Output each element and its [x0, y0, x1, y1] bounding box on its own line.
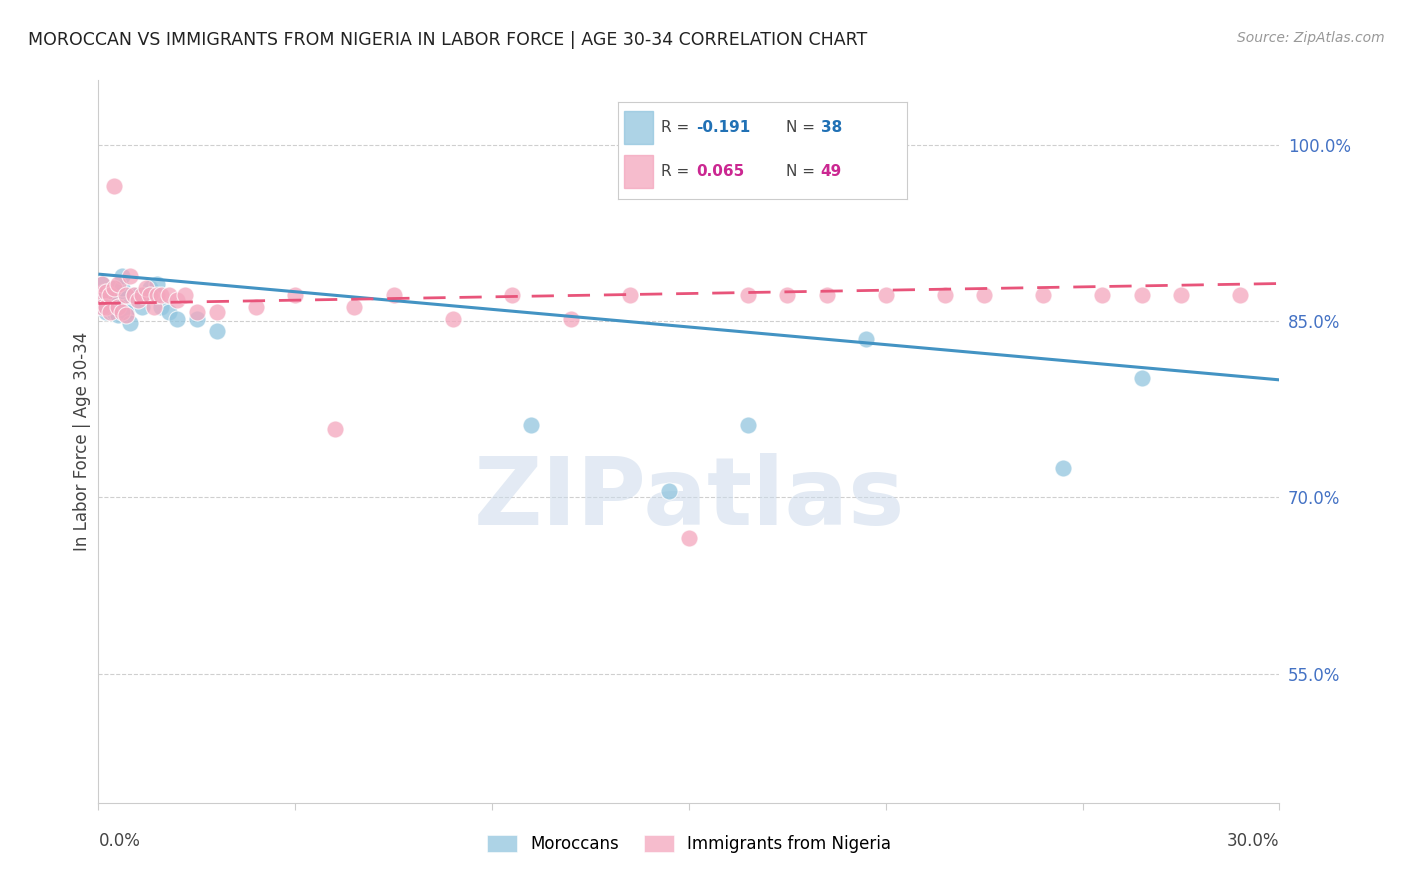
Point	[146, 277, 169, 291]
Point	[1052, 461, 1074, 475]
Point	[560, 311, 582, 326]
Point	[135, 281, 157, 295]
Point	[115, 300, 138, 314]
Point	[107, 277, 129, 291]
Point	[934, 288, 956, 302]
Point	[107, 300, 129, 314]
Point	[122, 288, 145, 302]
Point	[205, 304, 228, 318]
Point	[89, 288, 111, 302]
Point	[96, 300, 118, 314]
Point	[131, 300, 153, 314]
Point	[118, 269, 141, 284]
Point	[111, 304, 134, 318]
Point	[1091, 288, 1114, 302]
Text: Source: ZipAtlas.com: Source: ZipAtlas.com	[1237, 31, 1385, 45]
Point	[111, 281, 134, 295]
Point	[737, 417, 759, 432]
Point	[737, 288, 759, 302]
Point	[103, 281, 125, 295]
Point	[96, 300, 118, 314]
Point	[815, 288, 838, 302]
Point	[98, 304, 121, 318]
Point	[91, 277, 114, 291]
Point	[1130, 370, 1153, 384]
Point	[96, 285, 118, 299]
Point	[96, 288, 118, 302]
Point	[122, 288, 145, 302]
Point	[186, 304, 208, 318]
Point	[441, 311, 464, 326]
Point	[284, 288, 307, 302]
Legend: Moroccans, Immigrants from Nigeria: Moroccans, Immigrants from Nigeria	[479, 828, 898, 860]
Point	[107, 288, 129, 302]
Point	[150, 300, 173, 314]
Point	[118, 317, 141, 331]
Point	[115, 308, 138, 322]
Point	[875, 288, 897, 302]
Point	[138, 281, 160, 295]
Point	[205, 324, 228, 338]
Point	[98, 300, 121, 314]
Point	[157, 304, 180, 318]
Point	[127, 293, 149, 307]
Point	[96, 304, 118, 318]
Point	[138, 288, 160, 302]
Point	[1229, 288, 1251, 302]
Point	[103, 281, 125, 295]
Point	[103, 304, 125, 318]
Point	[1032, 288, 1054, 302]
Point	[146, 288, 169, 302]
Point	[98, 293, 121, 307]
Point	[1170, 288, 1192, 302]
Point	[678, 532, 700, 546]
Point	[166, 311, 188, 326]
Point	[107, 300, 129, 314]
Point	[323, 422, 346, 436]
Point	[776, 288, 799, 302]
Point	[1130, 288, 1153, 302]
Point	[98, 285, 121, 299]
Point	[619, 288, 641, 302]
Text: MOROCCAN VS IMMIGRANTS FROM NIGERIA IN LABOR FORCE | AGE 30-34 CORRELATION CHART: MOROCCAN VS IMMIGRANTS FROM NIGERIA IN L…	[28, 31, 868, 49]
Point	[157, 288, 180, 302]
Point	[103, 179, 125, 194]
Point	[91, 277, 114, 291]
Point	[245, 300, 267, 314]
Point	[150, 288, 173, 302]
Point	[111, 269, 134, 284]
Point	[93, 285, 115, 299]
Point	[520, 417, 543, 432]
Point	[115, 288, 138, 302]
Point	[91, 300, 114, 314]
Point	[166, 293, 188, 307]
Point	[115, 304, 138, 318]
Point	[501, 288, 523, 302]
Point	[973, 288, 995, 302]
Point	[186, 311, 208, 326]
Point	[382, 288, 405, 302]
Point	[855, 332, 877, 346]
Text: ZIPatlas: ZIPatlas	[474, 453, 904, 545]
Point	[107, 308, 129, 322]
Point	[131, 288, 153, 302]
Point	[142, 300, 165, 314]
Point	[91, 300, 114, 314]
Y-axis label: In Labor Force | Age 30-34: In Labor Force | Age 30-34	[73, 332, 91, 551]
Point	[89, 288, 111, 302]
Point	[135, 288, 157, 302]
Point	[658, 484, 681, 499]
Point	[91, 293, 114, 307]
Point	[98, 288, 121, 302]
Point	[127, 288, 149, 302]
Point	[174, 288, 197, 302]
Text: 0.0%: 0.0%	[98, 831, 141, 850]
Text: 30.0%: 30.0%	[1227, 831, 1279, 850]
Point	[343, 300, 366, 314]
